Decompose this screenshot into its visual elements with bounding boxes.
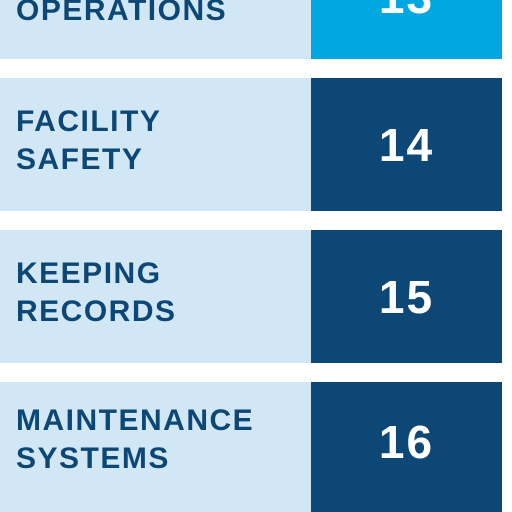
section-label: MAINTENANCE SYSTEMS [16, 404, 255, 475]
row-right-margin [502, 0, 512, 59]
section-row-operations[interactable]: OPERATIONS 13 [0, 0, 512, 59]
section-label-cell: OPERATIONS [0, 0, 311, 59]
section-number-cell: 15 [311, 230, 502, 363]
section-label: FACILITY SAFETY [16, 104, 162, 176]
section-row-keeping-records[interactable]: KEEPING RECORDS 15 [0, 230, 512, 363]
section-number: 16 [378, 416, 435, 468]
section-label-cell: FACILITY SAFETY [0, 78, 311, 211]
row-right-margin [502, 78, 512, 211]
section-label: OPERATIONS [16, 0, 228, 27]
section-row-maintenance-systems[interactable]: MAINTENANCE SYSTEMS 16 [0, 382, 512, 512]
section-row-facility-safety[interactable]: FACILITY SAFETY 14 [0, 78, 512, 211]
section-number-cell: 16 [311, 382, 502, 512]
section-label: KEEPING RECORDS [16, 256, 177, 328]
row-right-margin [502, 230, 512, 363]
section-number-cell: 13 [311, 0, 502, 59]
section-number: 13 [379, 0, 434, 24]
section-number: 15 [378, 270, 435, 323]
row-right-margin [502, 382, 512, 512]
section-label-cell: MAINTENANCE SYSTEMS [0, 382, 311, 512]
section-label-cell: KEEPING RECORDS [0, 230, 311, 363]
section-number: 14 [378, 118, 435, 171]
section-number-cell: 14 [311, 78, 502, 211]
